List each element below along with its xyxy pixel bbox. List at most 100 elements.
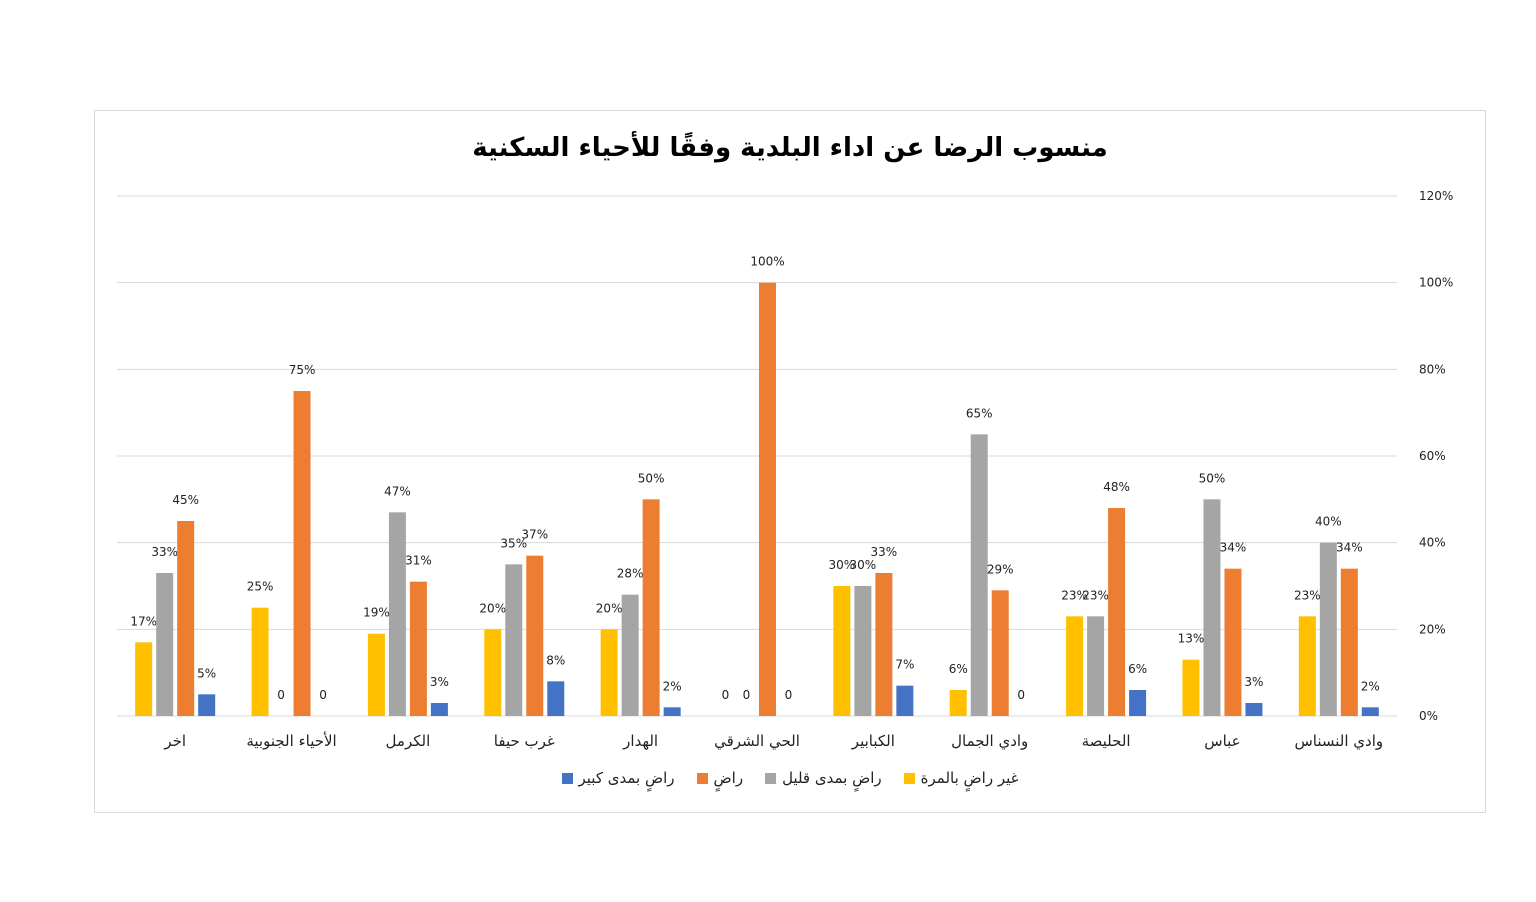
data-label: 0 xyxy=(743,688,751,702)
chart-frame: منسوب الرضا عن اداء البلدية وفقًا للأحيا… xyxy=(94,110,1486,813)
data-label: 34% xyxy=(1336,541,1363,555)
data-label: 2% xyxy=(663,679,682,693)
bar xyxy=(663,707,681,716)
bar xyxy=(430,703,448,716)
data-label: 19% xyxy=(363,606,390,620)
data-label: 35% xyxy=(500,536,527,550)
bar xyxy=(1129,690,1147,716)
data-label: 50% xyxy=(638,471,665,485)
bar xyxy=(505,564,523,716)
bar xyxy=(1340,568,1358,716)
y-tick-label: 0% xyxy=(1419,709,1438,723)
data-label: 48% xyxy=(1103,480,1130,494)
y-tick-label: 60% xyxy=(1419,449,1446,463)
y-tick-label: 100% xyxy=(1419,276,1453,290)
y-tick-label: 120% xyxy=(1419,189,1453,203)
bar xyxy=(949,690,967,716)
bar xyxy=(1245,703,1263,716)
data-label: 0 xyxy=(319,688,327,702)
data-label: 17% xyxy=(130,614,157,628)
data-label: 23% xyxy=(1061,588,1088,602)
bar xyxy=(854,586,872,716)
category-label: الهدار xyxy=(622,732,658,750)
bar xyxy=(1108,508,1126,716)
bar xyxy=(600,629,618,716)
data-label: 50% xyxy=(1199,471,1226,485)
data-label: 30% xyxy=(829,558,856,572)
legend-swatch xyxy=(561,772,573,784)
data-label: 23% xyxy=(1082,588,1109,602)
bar xyxy=(1066,616,1084,716)
data-label: 30% xyxy=(850,558,877,572)
bar xyxy=(1203,499,1221,716)
bar xyxy=(1087,616,1105,716)
legend-swatch xyxy=(696,772,708,784)
bar xyxy=(833,586,851,716)
bar xyxy=(156,573,174,716)
data-label: 5% xyxy=(197,666,216,680)
category-label: وادي الجمال xyxy=(951,732,1028,751)
bar xyxy=(1298,616,1316,716)
bar xyxy=(293,391,311,716)
data-label: 0 xyxy=(722,688,730,702)
category-label: اخر xyxy=(163,732,186,750)
data-label: 45% xyxy=(172,493,199,507)
bar xyxy=(484,629,502,716)
legend-label: راضٍ بمدى كبير xyxy=(578,769,675,787)
legend-swatch xyxy=(765,772,777,784)
category-label: وادي النسناس xyxy=(1294,732,1383,751)
bar xyxy=(1224,568,1242,716)
legend-label: غير راضٍ بالمرة xyxy=(920,769,1019,787)
data-label: 8% xyxy=(546,653,565,667)
category-label: غرب حيفا xyxy=(494,732,555,750)
data-label: 20% xyxy=(479,601,506,615)
data-label: 33% xyxy=(871,545,898,559)
legend-label: راضٍ بمدى قليل xyxy=(782,769,882,787)
category-label: الكرمل xyxy=(386,732,431,750)
bar xyxy=(991,590,1009,716)
data-label: 6% xyxy=(1128,662,1147,676)
legend-item: راضٍ xyxy=(696,769,743,787)
legend-item: راضٍ بمدى كبير xyxy=(561,769,675,787)
bar xyxy=(642,499,660,716)
data-label: 29% xyxy=(987,562,1014,576)
data-label: 7% xyxy=(895,658,914,672)
bar xyxy=(1182,659,1200,716)
bar xyxy=(409,581,427,716)
data-label: 0 xyxy=(1017,688,1025,702)
legend-item: غير راضٍ بالمرة xyxy=(903,769,1019,787)
data-label: 28% xyxy=(617,567,644,581)
category-label: الكبابير xyxy=(851,732,895,750)
data-label: 34% xyxy=(1220,541,1247,555)
data-label: 25% xyxy=(247,580,274,594)
data-label: 6% xyxy=(949,662,968,676)
bar xyxy=(177,521,195,716)
data-label: 37% xyxy=(521,528,548,542)
bar xyxy=(135,642,153,716)
category-label: الحليصة xyxy=(1082,732,1131,750)
data-label: 3% xyxy=(1244,675,1263,689)
data-label: 33% xyxy=(151,545,178,559)
legend: راضٍ بمدى كبير راضٍ راضٍ بمدى قليل غير راضٍ… xyxy=(95,769,1485,787)
y-tick-label: 20% xyxy=(1419,622,1446,636)
chart-title: منسوب الرضا عن اداء البلدية وفقًا للأحيا… xyxy=(472,133,1108,163)
bar xyxy=(970,434,988,716)
bar xyxy=(759,282,776,716)
bar xyxy=(1361,707,1379,716)
data-label: 100% xyxy=(750,255,784,269)
bar xyxy=(526,555,544,716)
data-label: 0 xyxy=(277,688,285,702)
category-label: عباس xyxy=(1204,732,1240,750)
category-label: الحي الشرقي xyxy=(714,732,800,751)
data-label: 75% xyxy=(289,363,316,377)
legend-item: راضٍ بمدى قليل xyxy=(765,769,882,787)
bar xyxy=(367,633,385,716)
data-label: 0 xyxy=(785,688,793,702)
bar xyxy=(388,512,406,716)
bar xyxy=(198,694,216,716)
data-label: 40% xyxy=(1315,515,1342,529)
bar xyxy=(547,681,565,716)
y-tick-label: 80% xyxy=(1419,362,1446,376)
data-label: 3% xyxy=(430,675,449,689)
bar xyxy=(251,607,269,716)
